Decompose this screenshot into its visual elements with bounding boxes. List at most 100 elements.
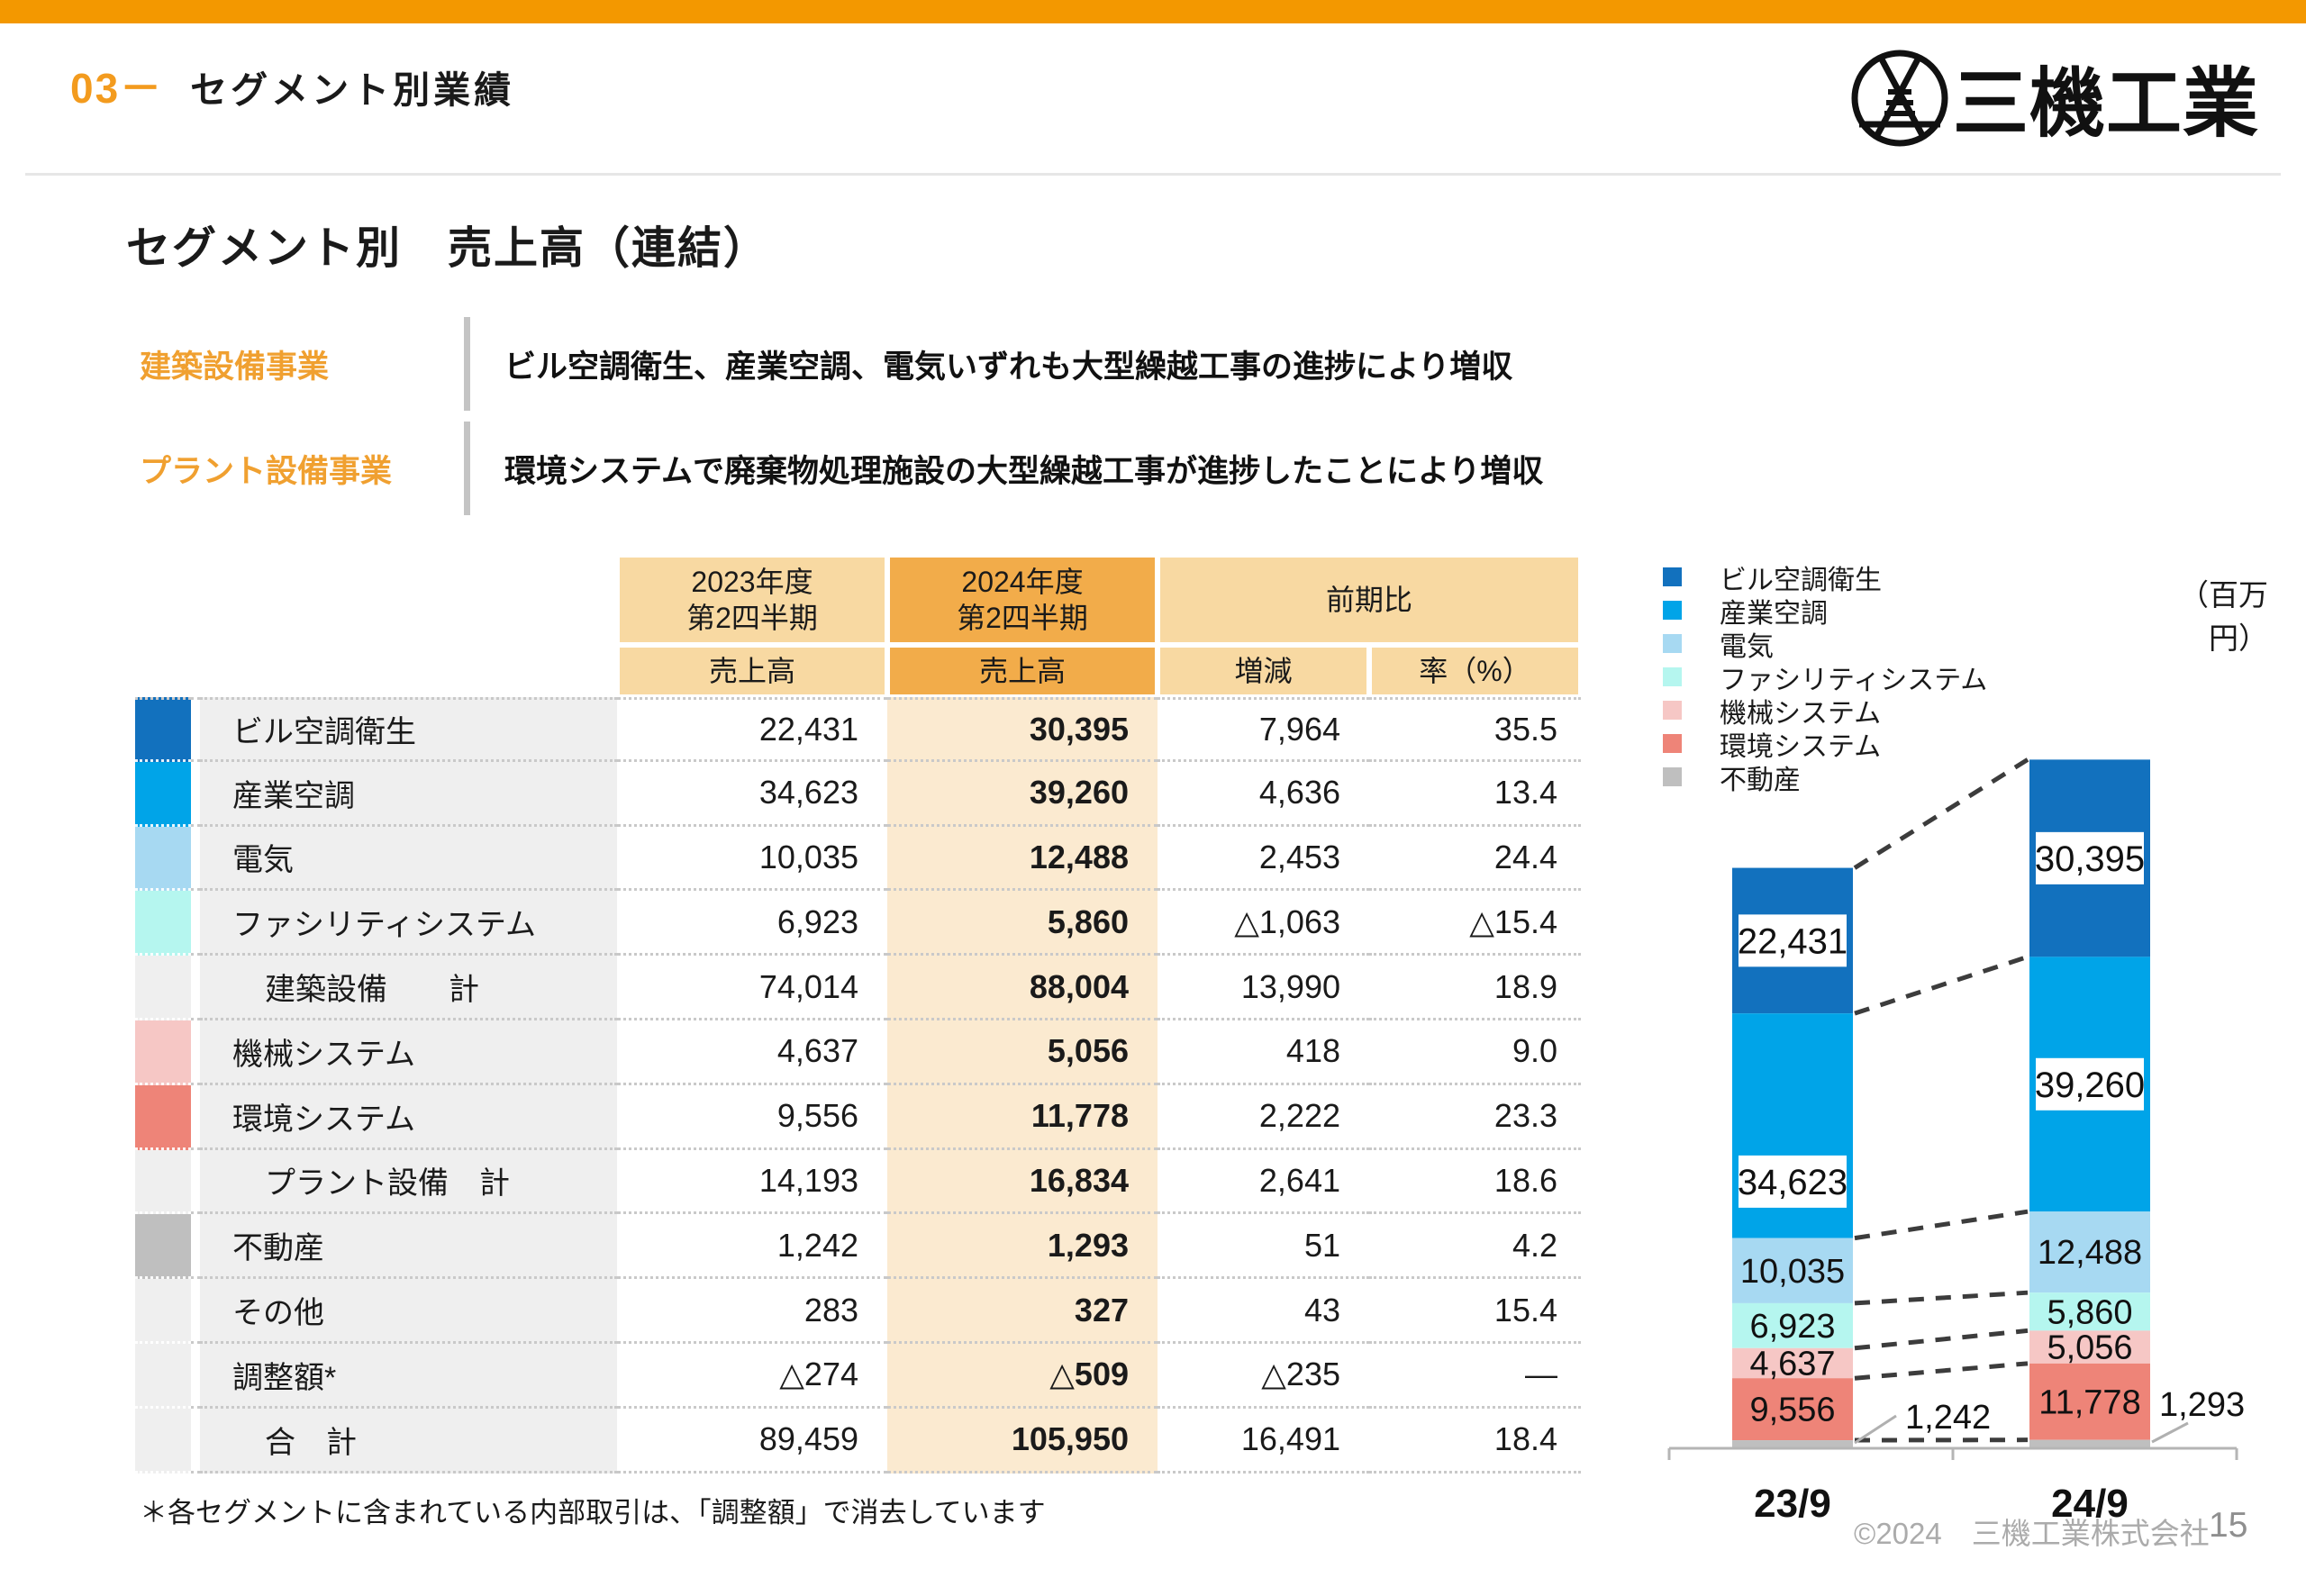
- value-rate: 18.9: [1369, 956, 1581, 1020]
- table-header-spacer: [135, 555, 617, 645]
- subheader-sales-2024: 売上高: [887, 645, 1158, 697]
- row-label: ビル空調衛生: [200, 697, 617, 762]
- row-label: 環境システム: [200, 1084, 617, 1150]
- header-divider: [25, 173, 2281, 176]
- column-gap: [191, 826, 200, 892]
- page-number: 15: [2209, 1506, 2248, 1545]
- value-rate: 4.2: [1369, 1214, 1581, 1280]
- row-color-swatch: [135, 826, 191, 892]
- value-2024: 11,778: [887, 1084, 1158, 1150]
- row-color-swatch: [135, 697, 191, 762]
- legend-label: 環境システム: [1720, 731, 1882, 762]
- bar-segment: [1732, 1238, 1853, 1303]
- row-label: 不動産: [200, 1214, 617, 1280]
- section-number: 03－: [70, 65, 164, 112]
- logo-mark-icon: [1851, 50, 1948, 146]
- legend-swatch-icon: [1663, 734, 1682, 753]
- highlight-label: プラント設備事業: [140, 453, 393, 489]
- legend-swatch-icon: [1663, 701, 1682, 720]
- col-header-line: 第2四半期: [686, 602, 818, 634]
- value-diff: 16,491: [1158, 1409, 1369, 1474]
- section-title: セグメント別業績: [190, 69, 515, 111]
- vertical-divider: [464, 317, 470, 411]
- subheader-diff: 増減: [1158, 645, 1369, 697]
- col-header-line: 2024年度: [961, 566, 1084, 598]
- legend-label: 電気: [1720, 631, 1774, 662]
- value-2024: 12,488: [887, 826, 1158, 892]
- label-background-box: [1739, 1155, 1847, 1208]
- legend-swatch-icon: [1663, 767, 1682, 786]
- value-diff: 4,636: [1158, 762, 1369, 827]
- column-gap: [191, 1279, 200, 1344]
- chart-value-label: 10,035: [1740, 1253, 1845, 1291]
- chart-value-label: 4,637: [1749, 1346, 1835, 1383]
- chart-value-label: 1,242: [1905, 1399, 1991, 1437]
- col-header-fy2023: 2023年度 第2四半期: [617, 555, 887, 645]
- value-rate: —: [1369, 1344, 1581, 1409]
- row-color-swatch: [135, 1279, 191, 1344]
- section-header: 03－ セグメント別業績: [70, 56, 514, 115]
- value-2023: 6,923: [617, 891, 887, 957]
- connector-dashed-line: [1854, 1328, 2029, 1351]
- chart-value-label: 39,260: [2035, 1066, 2145, 1105]
- row-label: 合 計: [200, 1408, 617, 1474]
- row-color-swatch: [135, 1214, 191, 1280]
- legend-label: ビル空調衛生: [1720, 565, 1882, 595]
- chart-value-label: 30,395: [2035, 839, 2145, 879]
- chart-value-label: 1,293: [2159, 1386, 2245, 1424]
- value-2023: 89,459: [617, 1409, 887, 1474]
- value-2024: 16,834: [887, 1149, 1158, 1215]
- highlight-building-business: 建築設備事業 ビル空調衛生、産業空調、電気いずれも大型繰越工事の進捗により増収: [140, 317, 1512, 411]
- row-color-swatch: [135, 1149, 191, 1215]
- connector-dashed-line: [1854, 1209, 2029, 1241]
- row-label: ファシリティシステム: [200, 891, 617, 957]
- label-background-box: [2036, 831, 2144, 884]
- value-rate: 18.6: [1369, 1150, 1581, 1215]
- legend-swatch-icon: [1663, 601, 1682, 620]
- chart-value-label: 12,488: [2038, 1234, 2142, 1272]
- value-2023: 14,193: [617, 1150, 887, 1215]
- chart-value-label: 5,860: [2047, 1293, 2132, 1331]
- chart-value-label: 6,923: [1749, 1308, 1835, 1346]
- row-label: 調整額*: [200, 1343, 617, 1409]
- value-rate: 13.4: [1369, 762, 1581, 827]
- value-rate: 15.4: [1369, 1279, 1581, 1344]
- column-gap: [191, 1214, 200, 1280]
- value-2023: 10,035: [617, 827, 887, 892]
- page-title: セグメント別 売上高（連結）: [126, 224, 770, 273]
- highlight-text: ビル空調衛生、産業空調、電気いずれも大型繰越工事の進捗により増収: [504, 349, 1513, 385]
- legend-item: 機械システム: [1663, 694, 1987, 729]
- bar-segment: [2029, 1292, 2150, 1331]
- row-label: 建築設備 計: [200, 956, 617, 1020]
- value-diff: △1,063: [1158, 891, 1369, 957]
- label-background-box: [1739, 914, 1847, 967]
- legend-item: 産業空調: [1663, 594, 1987, 629]
- value-diff: △235: [1158, 1344, 1369, 1409]
- x-axis: [1667, 1446, 2238, 1460]
- bar-segment: [1732, 867, 1853, 1014]
- legend-item: ビル空調衛生: [1663, 560, 1987, 595]
- row-color-swatch: [135, 956, 191, 1020]
- legend-item: ファシリティシステム: [1663, 660, 1988, 695]
- column-gap: [191, 1084, 200, 1150]
- row-color-swatch: [135, 891, 191, 957]
- bar-segment: [1732, 1440, 1853, 1448]
- highlight-label: 建築設備事業: [140, 349, 330, 385]
- row-color-swatch: [135, 1408, 191, 1474]
- row-label: 電気: [200, 826, 617, 892]
- row-color-swatch: [135, 1084, 191, 1150]
- column-gap: [191, 1343, 200, 1409]
- legend-label: ファシリティシステム: [1720, 665, 1988, 695]
- legend-swatch-icon: [1663, 634, 1682, 653]
- column-gap: [191, 956, 200, 1020]
- label-background-box: [2036, 1057, 2144, 1111]
- col-header-line: 第2四半期: [957, 602, 1088, 634]
- value-2023: 34,623: [617, 762, 887, 827]
- value-2023: 74,014: [617, 956, 887, 1020]
- legend-item: 電気: [1663, 627, 1987, 662]
- chart-value-label: 23/9: [1754, 1482, 1831, 1526]
- value-2023: △274: [617, 1344, 887, 1409]
- leader-line: [1854, 1414, 1897, 1445]
- row-color-swatch: [135, 1020, 191, 1085]
- subheader-rate: 率（%）: [1369, 645, 1581, 697]
